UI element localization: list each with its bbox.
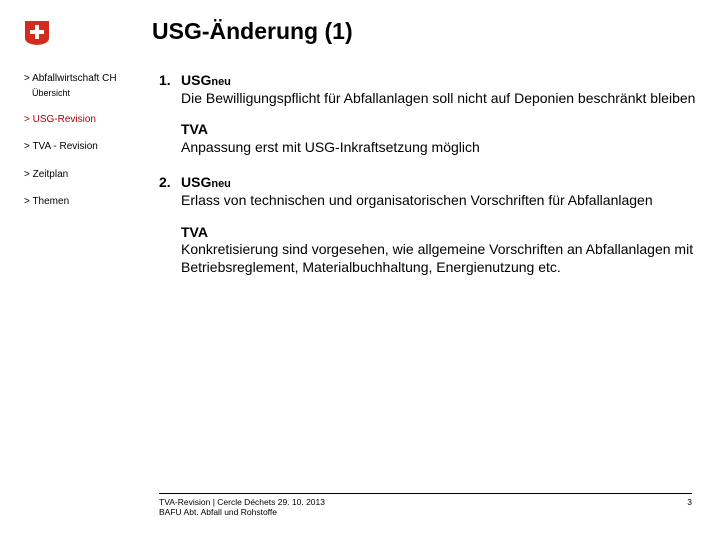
page-title: USG-Änderung (1) — [152, 18, 353, 45]
slide: USG-Änderung (1) > Abfallwirtschaft CH Ü… — [0, 0, 720, 540]
list-item: 1. USGneu Die Bewilligungspflicht für Ab… — [159, 72, 696, 107]
sidebar-item-active[interactable]: > USG-Revision — [24, 113, 159, 127]
sidebar: > Abfallwirtschaft CH Übersicht > USG-Re… — [24, 72, 159, 294]
sidebar-item[interactable]: > Themen — [24, 195, 159, 209]
sidebar-label: Themen — [32, 196, 69, 207]
item-number: 2. — [159, 174, 181, 209]
footer: TVA-Revision | Cercle Déchets 29. 10. 20… — [159, 493, 692, 518]
usg-text: Erlass von technischen und organisatoris… — [181, 192, 653, 208]
footer-line1: TVA-Revision | Cercle Déchets 29. 10. 20… — [159, 497, 325, 508]
header: USG-Änderung (1) — [24, 18, 696, 46]
sidebar-prefix: > — [24, 141, 30, 152]
list-item-sub: TVA Anpassung erst mit USG-Inkraftsetzun… — [181, 121, 696, 156]
sidebar-sublabel: Übersicht — [32, 87, 159, 99]
item-number: 1. — [159, 72, 181, 107]
footer-left: TVA-Revision | Cercle Déchets 29. 10. 20… — [159, 497, 325, 518]
tva-label: TVA — [181, 224, 208, 240]
body: > Abfallwirtschaft CH Übersicht > USG-Re… — [24, 72, 696, 294]
list-item-sub: TVA Konkretisierung sind vorgesehen, wie… — [181, 224, 696, 277]
item-text: USGneu Erlass von technischen und organi… — [181, 174, 696, 209]
numbered-list: 1. USGneu Die Bewilligungspflicht für Ab… — [159, 72, 696, 276]
content: 1. USGneu Die Bewilligungspflicht für Ab… — [159, 72, 696, 294]
sidebar-prefix: > — [24, 169, 30, 180]
swiss-flag-icon — [24, 20, 50, 46]
usg-label: USG — [181, 174, 211, 190]
item-text: USGneu Die Bewilligungspflicht für Abfal… — [181, 72, 696, 107]
usg-label: USG — [181, 72, 211, 88]
sidebar-prefix: > — [24, 196, 30, 207]
sidebar-label: USG-Revision — [33, 114, 96, 125]
sidebar-item[interactable]: > Abfallwirtschaft CH Übersicht — [24, 72, 159, 99]
sidebar-label: TVA - Revision — [32, 141, 97, 152]
tva-text: Konkretisierung sind vorgesehen, wie all… — [181, 241, 693, 275]
sidebar-item[interactable]: > TVA - Revision — [24, 140, 159, 154]
tva-text: Anpassung erst mit USG-Inkraftsetzung mö… — [181, 139, 480, 155]
sidebar-item[interactable]: > Zeitplan — [24, 168, 159, 182]
sidebar-prefix: > — [24, 114, 30, 125]
tva-label: TVA — [181, 121, 208, 137]
sidebar-prefix: > — [24, 73, 30, 84]
list-item: 2. USGneu Erlass von technischen und org… — [159, 174, 696, 209]
footer-line2: BAFU Abt. Abfall und Rohstoffe — [159, 507, 325, 518]
page-number: 3 — [687, 497, 692, 518]
sidebar-label: Zeitplan — [33, 169, 69, 180]
usg-suffix: neu — [211, 76, 231, 88]
usg-suffix: neu — [211, 178, 231, 190]
usg-text: Die Bewilligungspflicht für Abfallanlage… — [181, 90, 695, 106]
sidebar-label: Abfallwirtschaft CH — [32, 73, 116, 84]
